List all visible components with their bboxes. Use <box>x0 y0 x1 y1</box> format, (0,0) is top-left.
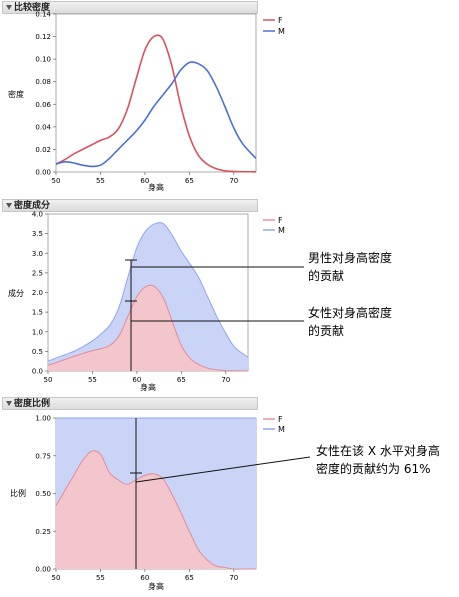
x-tick-label: 60 <box>140 177 149 185</box>
female-annotation-line1: 女性对身高密度 <box>308 305 392 320</box>
panel-title: 密度比例 <box>14 399 51 409</box>
y-tick-label: 0.50 <box>35 490 51 498</box>
panel-header-density-ratio[interactable]: 密度比例 <box>2 397 258 410</box>
x-tick-label: 50 <box>52 177 61 185</box>
panel-header-compare-density[interactable]: 比较密度 <box>2 1 258 14</box>
y-tick-label: 0.04 <box>35 123 51 131</box>
y-tick-label: 1.00 <box>35 415 51 423</box>
female-annotation-line2: 的贡献 <box>308 323 344 338</box>
x-tick-label: 60 <box>140 574 149 582</box>
y-tick-label: 4.0 <box>32 211 43 219</box>
y-tick-label: 0.25 <box>35 528 51 536</box>
x-tick-label: 70 <box>221 376 230 384</box>
ratio-annotation-line1: 女性在该 X 水平对身高 <box>316 443 440 458</box>
panel-1-chart: 0.00 0.02 0.04 0.06 0.08 0.10 0.12 0.14 50 55 60 6… <box>8 11 285 193</box>
y-tick-label: 0.02 <box>35 146 51 154</box>
y-tick-label: 0.0 <box>32 368 43 376</box>
y-tick-label: 1.5 <box>32 309 43 317</box>
y-tick-label: 2.5 <box>32 269 43 277</box>
legend: F M <box>263 415 285 434</box>
y-tick-label: 0.12 <box>35 33 51 41</box>
area-f-outline <box>55 450 256 570</box>
area-f <box>56 450 256 570</box>
disclosure-triangle-icon[interactable] <box>6 401 12 406</box>
x-axis-label: 身高 <box>148 581 164 591</box>
ratio-marker <box>130 418 311 569</box>
area-m <box>48 222 248 371</box>
x-tick-label: 70 <box>229 574 238 582</box>
x-tick-label: 50 <box>52 574 61 582</box>
legend-label-m: M <box>278 27 285 36</box>
x-tick-label: 55 <box>88 376 97 384</box>
y-tick-label: 0.06 <box>35 101 51 109</box>
disclosure-triangle-icon[interactable] <box>6 203 12 208</box>
legend: F M <box>263 216 285 235</box>
y-tick-label: 0.75 <box>35 452 51 460</box>
ratio-annotation-line2: 密度的贡献约为 61% <box>316 461 431 476</box>
x-tick-label: 55 <box>96 574 105 582</box>
disclosure-triangle-icon[interactable] <box>6 5 12 10</box>
legend: F M <box>263 16 285 36</box>
series-line-m <box>55 61 257 168</box>
y-tick-label: 0.00 <box>35 169 51 177</box>
y-tick-label: 1.0 <box>32 328 43 336</box>
y-tick-label: 0.00 <box>35 566 51 574</box>
y-tick-label: 3.5 <box>32 230 43 238</box>
area-m <box>56 418 256 570</box>
panel-3-chart: 0.00 0.25 0.50 0.75 1.00 50 55 60 65 70 身高 比例 F … <box>10 415 440 592</box>
x-tick-label: 65 <box>185 574 194 582</box>
panel-title: 密度成分 <box>14 201 51 211</box>
x-tick-label: 65 <box>185 177 194 185</box>
y-tick-label: 0.5 <box>32 348 43 356</box>
ratio-pointer-line <box>135 456 311 483</box>
legend-label-f: F <box>278 415 283 424</box>
panel-title: 比较密度 <box>14 3 51 13</box>
x-tick-label: 50 <box>44 376 53 384</box>
area-f-outline <box>47 284 249 372</box>
x-axis-label: 身高 <box>148 182 164 192</box>
y-tick-label: 0.14 <box>35 11 51 19</box>
panel-header-density-components[interactable]: 密度成分 <box>2 199 258 212</box>
panel-2-chart: 0.0 0.5 1.0 1.5 2.0 2.5 3.0 3.5 4.0 50 55 60 65 70 身… <box>8 211 392 393</box>
area-m-outline <box>47 222 249 362</box>
y-axis-label: 成分 <box>8 288 24 298</box>
x-tick-label: 65 <box>177 376 186 384</box>
x-tick-label: 60 <box>132 376 141 384</box>
x-tick-label: 70 <box>229 177 238 185</box>
x-axis-label: 身高 <box>140 382 156 392</box>
legend-label-m: M <box>278 425 285 434</box>
y-tick-label: 0.08 <box>35 78 51 86</box>
y-axis-label: 密度 <box>8 89 24 99</box>
legend-label-f: F <box>278 216 283 225</box>
y-tick-label: 0.10 <box>35 56 51 64</box>
x-tick-label: 55 <box>96 177 105 185</box>
contribution-bracket <box>125 259 304 371</box>
y-axis-label: 比例 <box>10 488 26 498</box>
male-annotation-line2: 的贡献 <box>308 268 344 283</box>
series-line-f <box>55 34 257 173</box>
y-tick-label: 3.0 <box>32 250 43 258</box>
legend-label-f: F <box>278 16 283 25</box>
legend-label-m: M <box>278 226 285 235</box>
male-annotation-line1: 男性对身高密度 <box>308 250 392 265</box>
y-tick-label: 2.0 <box>32 289 43 297</box>
